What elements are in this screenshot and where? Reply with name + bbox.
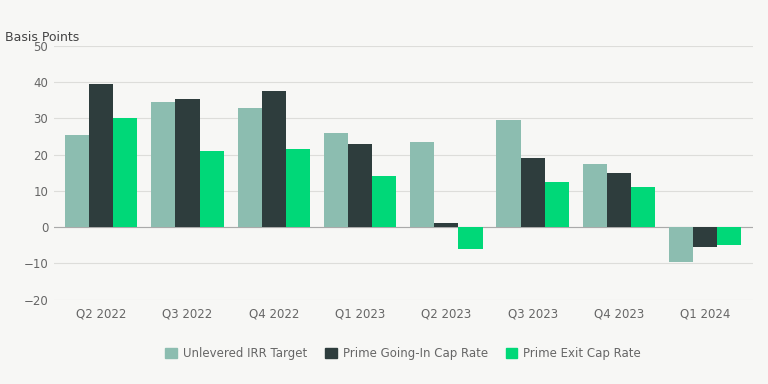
- Bar: [286, 149, 310, 227]
- Bar: [410, 142, 434, 227]
- Bar: [262, 91, 286, 227]
- Bar: [458, 227, 482, 249]
- Bar: [237, 108, 262, 227]
- Bar: [434, 223, 458, 227]
- Bar: [496, 120, 521, 227]
- Bar: [631, 187, 655, 227]
- Bar: [607, 173, 631, 227]
- Bar: [545, 182, 569, 227]
- Bar: [175, 99, 200, 227]
- Bar: [693, 227, 717, 247]
- Bar: [583, 164, 607, 227]
- Bar: [372, 176, 396, 227]
- Bar: [65, 135, 89, 227]
- Bar: [89, 84, 114, 227]
- Bar: [114, 119, 137, 227]
- Bar: [717, 227, 741, 245]
- Text: Basis Points: Basis Points: [5, 31, 79, 44]
- Legend: Unlevered IRR Target, Prime Going-In Cap Rate, Prime Exit Cap Rate: Unlevered IRR Target, Prime Going-In Cap…: [161, 342, 646, 364]
- Bar: [348, 144, 372, 227]
- Bar: [200, 151, 223, 227]
- Bar: [521, 158, 545, 227]
- Bar: [669, 227, 693, 262]
- Bar: [151, 102, 175, 227]
- Bar: [324, 133, 348, 227]
